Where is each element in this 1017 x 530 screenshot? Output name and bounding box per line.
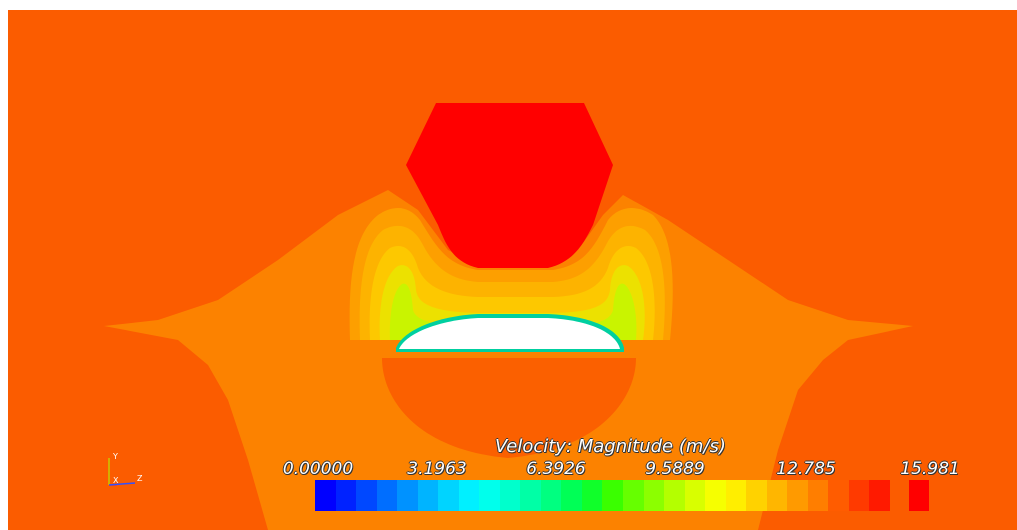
colorbar-title: Velocity: Magnitude (m/s) bbox=[495, 436, 726, 457]
colorbar-segment bbox=[807, 480, 829, 511]
colorbar-tick-3: 9.5889 bbox=[645, 459, 705, 479]
colorbar-segment bbox=[335, 480, 357, 511]
colorbar-segment bbox=[417, 480, 439, 511]
colorbar-segment bbox=[643, 480, 665, 511]
colorbar-tick-1: 3.1963 bbox=[407, 459, 467, 479]
high-velocity-region bbox=[406, 103, 613, 268]
render-viewport[interactable] bbox=[8, 10, 1017, 530]
colorbar-segment bbox=[397, 480, 418, 511]
colorbar-segment bbox=[684, 480, 706, 511]
colorbar-segment bbox=[602, 480, 623, 511]
colorbar-tick-0: 0.00000 bbox=[282, 459, 354, 479]
colorbar-segment bbox=[746, 480, 767, 511]
colorbar-segment bbox=[458, 480, 480, 511]
z-axis-label: Z bbox=[137, 474, 143, 483]
colorbar-segment bbox=[356, 480, 377, 511]
x-axis-label: X bbox=[113, 476, 119, 485]
colorbar[interactable] bbox=[315, 480, 890, 511]
colorbar-segment bbox=[540, 480, 562, 511]
colorbar-segment bbox=[725, 480, 747, 511]
axes-triad-icon bbox=[108, 458, 136, 486]
orientation-axes[interactable]: Y X Z bbox=[103, 452, 147, 490]
colorbar-segment bbox=[664, 480, 685, 511]
colorbar-segment bbox=[869, 480, 890, 511]
velocity-field-plot[interactable] bbox=[8, 10, 1017, 530]
colorbar-above-range-swatch bbox=[909, 480, 929, 511]
colorbar-segment bbox=[828, 480, 849, 511]
colorbar-segment bbox=[438, 480, 459, 511]
colorbar-segment bbox=[848, 480, 870, 511]
colorbar-segment bbox=[705, 480, 726, 511]
colorbar-segment bbox=[499, 480, 521, 511]
colorbar-segment bbox=[766, 480, 788, 511]
y-axis-label: Y bbox=[113, 452, 118, 461]
colorbar-segment bbox=[520, 480, 541, 511]
body-shape bbox=[399, 318, 620, 349]
z-axis-line bbox=[108, 482, 136, 486]
colorbar-segment bbox=[581, 480, 603, 511]
colorbar-segment bbox=[561, 480, 582, 511]
colorbar-segment bbox=[787, 480, 808, 511]
colorbar-segment bbox=[315, 480, 336, 511]
colorbar-segment bbox=[376, 480, 398, 511]
colorbar-segment bbox=[479, 480, 500, 511]
underside-region bbox=[382, 358, 636, 458]
colorbar-segment bbox=[622, 480, 644, 511]
colorbar-tick-4: 12.785 bbox=[776, 459, 836, 479]
colorbar-tick-2: 6.3926 bbox=[526, 459, 586, 479]
colorbar-tick-5: 15.981 bbox=[900, 459, 960, 479]
